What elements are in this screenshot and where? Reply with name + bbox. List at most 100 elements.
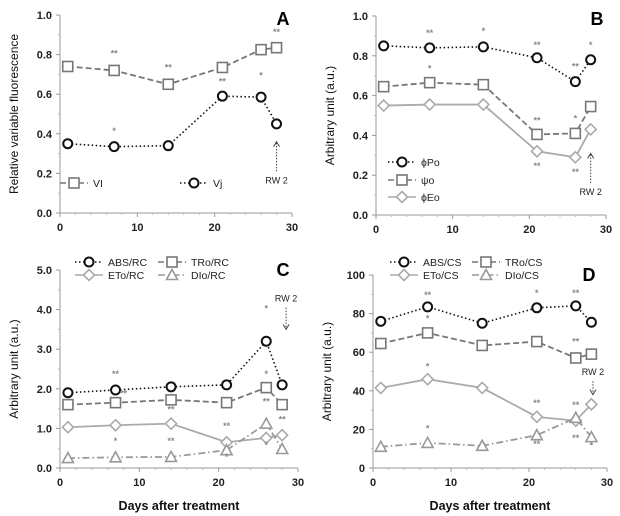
significance-mark: **: [219, 76, 227, 86]
data-point: [378, 40, 390, 52]
panel-c: 0.0 1.0 2.0 3.0 4.0 5.0 0 10 20 30 Arbitrary unit …: [7, 256, 304, 513]
panel-label: C: [277, 260, 290, 280]
data-point: [477, 78, 490, 91]
y-tick-label: 0.0: [353, 210, 368, 222]
data-point: [375, 315, 387, 327]
legend-marker-circle-icon: [83, 256, 95, 268]
y-tick-label: 1.0: [353, 11, 368, 23]
panel-a: 0.0 0.2 0.4 0.6 0.8 1.0 0 10 20 30 Relative variab…: [7, 9, 298, 234]
arrow-head-icon: [273, 140, 280, 147]
data-point: [422, 301, 434, 313]
data-point: [584, 100, 597, 113]
y-axis-label: Relative variable fluorescence: [7, 34, 21, 194]
x-tick-label: 0: [373, 224, 379, 236]
x-tick-label: 20: [209, 222, 221, 234]
data-point: [569, 127, 582, 140]
y-axis-label: Arbitrary unit (a.u.): [7, 319, 21, 418]
significance-mark: **: [572, 288, 580, 298]
legend-marker-square-icon: [396, 174, 408, 186]
legend-entry: TRo/RC: [191, 257, 229, 269]
data-point: [476, 339, 489, 352]
data-point: [61, 60, 74, 73]
x-tick-label: 30: [286, 222, 298, 234]
y-tick-label: 0.0: [37, 208, 52, 220]
data-point: [477, 41, 489, 53]
data-point: [260, 335, 272, 347]
data-point: [108, 64, 120, 77]
significance-mark: *: [225, 452, 229, 462]
data-point: [162, 78, 175, 91]
rw-annotation: RW 2: [275, 294, 297, 304]
significance-mark: **: [533, 439, 541, 449]
significance-mark: **: [424, 290, 432, 300]
significance-mark: **: [533, 398, 541, 408]
x-tick-label: 0: [370, 477, 376, 489]
significance-mark: *: [482, 26, 486, 36]
series-line-TRo/RC: [67, 386, 283, 406]
significance-mark: **: [572, 167, 580, 177]
data-point: [420, 435, 435, 449]
legend-entry: ϕEo: [421, 192, 440, 204]
significance-mark: *: [426, 423, 430, 433]
data-point: [162, 140, 174, 152]
significance-mark: **: [572, 433, 580, 443]
data-point: [61, 420, 75, 434]
significance-mark: *: [112, 126, 116, 136]
series-line-ϕPo: [383, 45, 592, 83]
data-point: [108, 450, 123, 463]
data-point: [221, 379, 233, 391]
significance-mark: **: [273, 27, 281, 37]
series-line-VI: [67, 46, 277, 86]
series-line-ϕEo: [383, 103, 592, 159]
arrow-head-icon: [587, 152, 595, 159]
data-point: [61, 450, 75, 464]
legend-entry: ETo/RC: [108, 270, 145, 282]
arrow-head-icon: [282, 324, 290, 331]
significance-mark: *: [265, 440, 269, 450]
data-point: [220, 396, 233, 409]
data-point: [530, 410, 544, 424]
significance-mark: *: [574, 113, 578, 123]
y-tick-label: 1.0: [37, 10, 52, 22]
panel-label: D: [583, 265, 596, 285]
y-tick-label: 40: [353, 386, 365, 398]
data-point: [530, 335, 543, 348]
x-tick-label: 30: [601, 477, 613, 489]
data-point: [374, 337, 387, 350]
x-tick-label: 10: [447, 224, 459, 236]
x-tick-label: 20: [523, 477, 535, 489]
significance-mark: **: [426, 28, 434, 38]
rw-annotation: RW 2: [582, 367, 604, 377]
data-point: [165, 394, 177, 406]
significance-mark: *: [265, 304, 269, 314]
y-tick-label: 0.4: [37, 129, 53, 141]
data-point: [531, 128, 543, 141]
data-point: [585, 348, 598, 360]
y-tick-label: 0.4: [353, 130, 369, 142]
y-tick-label: 0.8: [37, 50, 52, 62]
data-point: [584, 397, 599, 411]
y-tick-label: 80: [353, 309, 365, 321]
data-point: [259, 431, 273, 445]
data-point: [423, 76, 436, 89]
series-line-ABS/CS: [380, 305, 592, 325]
y-tick-label: 2.0: [37, 384, 52, 396]
significance-mark: *: [265, 369, 269, 379]
data-point: [421, 327, 434, 339]
data-point: [260, 381, 273, 394]
significance-mark: **: [533, 40, 541, 50]
series-line-ETo/RC: [67, 422, 283, 444]
x-axis-label: Days after treatment: [430, 499, 552, 513]
data-point: [475, 438, 490, 452]
legend-entry: Vj: [213, 178, 222, 190]
significance-mark: **: [111, 49, 119, 59]
legend-entry: TRo/CS: [505, 257, 542, 269]
arrow-head-icon: [589, 389, 597, 396]
data-point: [569, 76, 581, 88]
significance-mark: *: [426, 362, 430, 372]
legend-marker-diamond-icon: [397, 268, 411, 282]
significance-mark: *: [535, 288, 539, 298]
x-tick-label: 10: [131, 222, 143, 234]
data-point: [62, 387, 74, 399]
y-tick-label: 0.6: [37, 89, 52, 101]
